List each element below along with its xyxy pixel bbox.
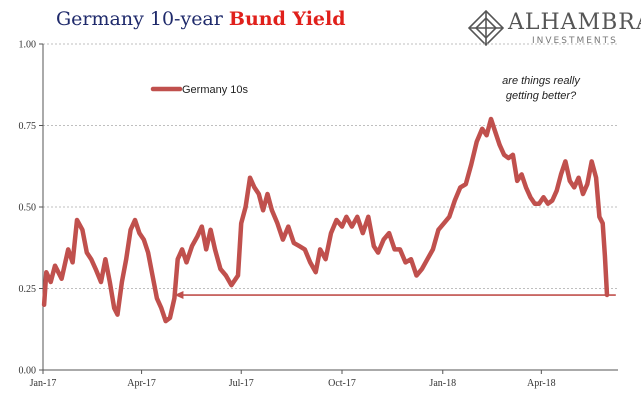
legend: Germany 10s (150, 84, 249, 96)
logo-name: ALHAMBRA (508, 10, 641, 35)
annotation-line: getting better? (506, 90, 577, 102)
arrow-head (174, 291, 184, 300)
series-layer (41, 116, 610, 324)
series-line-germany-10s (41, 116, 610, 324)
logo-mark-icon (467, 9, 505, 47)
y-tick-label: 0.50 (19, 203, 37, 214)
chart-title-part1: Germany 10-year (56, 8, 229, 30)
y-tick-label: 0.25 (19, 284, 37, 295)
x-tick-label: Apr-18 (527, 378, 556, 389)
y-tick-label: 0.00 (19, 366, 37, 377)
x-tick-label: Apr-17 (127, 378, 156, 389)
legend-label: Germany 10s (182, 84, 249, 96)
y-tick-label: 1.00 (19, 40, 37, 51)
alhambra-logo: ALHAMBRA INVESTMENTS (466, 8, 641, 50)
logo-tagline: INVESTMENTS (532, 36, 618, 46)
x-tick-label: Oct-17 (328, 378, 356, 389)
x-tick-label: Jan-18 (429, 378, 456, 389)
annotation-line: are things really (502, 75, 581, 87)
chart-title-part2: Bund Yield (228, 8, 346, 30)
x-tick-label: Jul-17 (229, 378, 254, 389)
y-axis-ticks: 0.00 0.25 0.50 0.75 1.00 (19, 40, 43, 377)
annotation-text: are things really getting better? (502, 75, 581, 102)
y-tick-label: 0.75 (19, 121, 37, 132)
x-axis-ticks: Jan-17 Apr-17 Jul-17 Oct-17 Jan-18 Apr-18 (30, 370, 556, 389)
chart-title: Germany 10-year Bund Yield (56, 8, 346, 30)
x-tick-label: Jan-17 (30, 378, 57, 389)
arrow-annotation (174, 291, 616, 300)
